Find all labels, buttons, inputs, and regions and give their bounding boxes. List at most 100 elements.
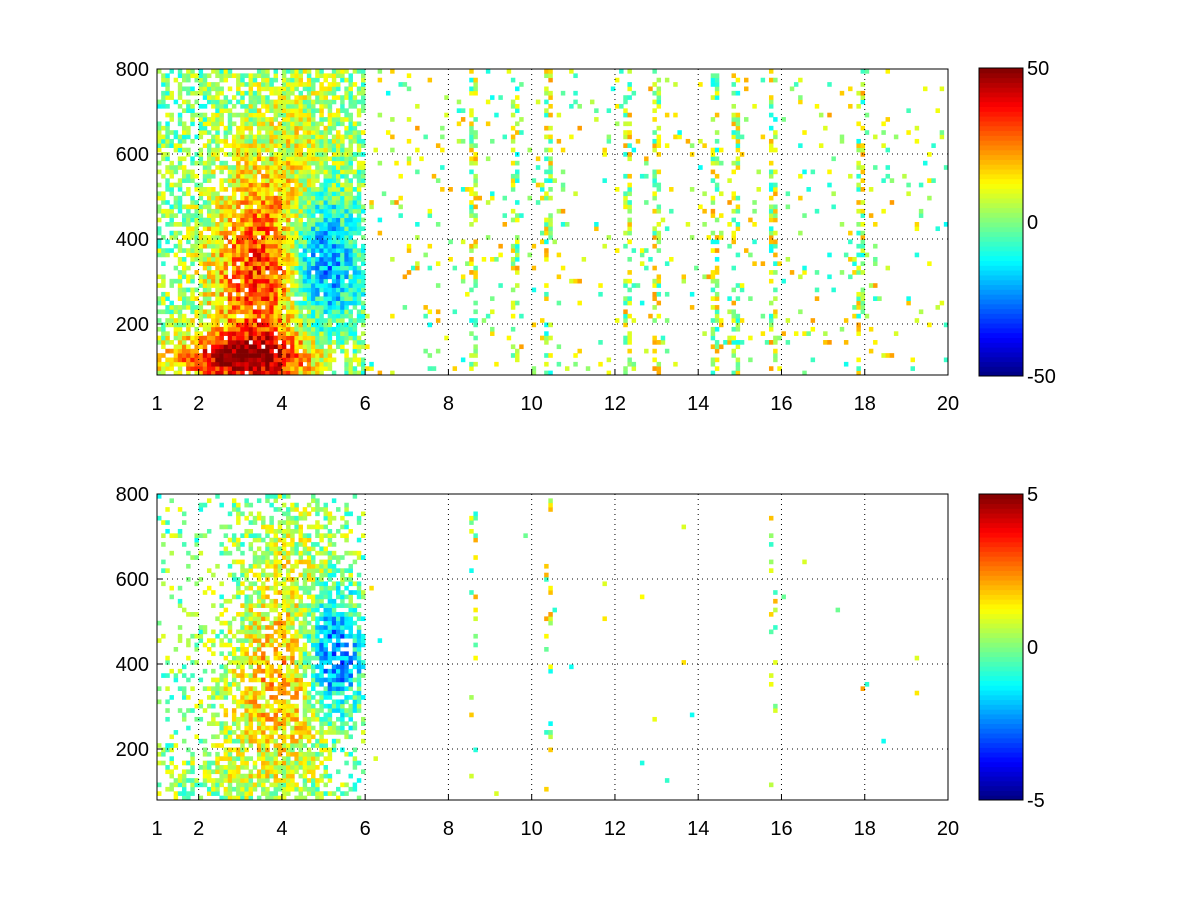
heat-cell <box>173 222 179 227</box>
heat-cell <box>931 178 936 183</box>
heat-cell <box>227 335 233 341</box>
heat-cell <box>731 353 736 358</box>
heat-cell <box>265 296 270 301</box>
heat-cell <box>415 261 420 267</box>
heat-cell <box>652 178 657 183</box>
heat-cell <box>273 130 279 135</box>
heat-cell <box>252 616 258 622</box>
heat-cell <box>277 248 283 253</box>
heat-cell <box>623 173 628 179</box>
heat-cell <box>515 169 520 175</box>
heat-cell <box>273 546 279 552</box>
heat-cell <box>377 370 383 376</box>
heat-cell <box>252 712 258 718</box>
heat-cell <box>161 568 166 573</box>
heat-cell <box>219 348 224 354</box>
heat-cell <box>277 686 283 692</box>
colorbar-step <box>979 222 1023 228</box>
heat-cell <box>631 283 637 288</box>
heat-cell <box>768 77 774 83</box>
heat-cell <box>261 612 266 617</box>
heat-cell <box>623 134 628 140</box>
heat-cell <box>277 357 283 363</box>
heat-cell <box>181 274 187 280</box>
heat-cell <box>356 173 362 179</box>
heat-cell <box>277 655 283 661</box>
heat-cell <box>177 309 183 315</box>
heat-cell <box>186 747 191 753</box>
heat-cell <box>261 791 266 796</box>
heat-cell <box>469 353 474 358</box>
heat-cell <box>165 82 170 87</box>
heat-cell <box>248 322 254 328</box>
heat-cell <box>344 204 349 210</box>
heat-cell <box>315 191 320 197</box>
heat-cell <box>369 366 374 371</box>
heat-cell <box>244 695 249 700</box>
heat-cell <box>219 743 224 748</box>
heat-cell <box>360 173 366 179</box>
heat-cell <box>731 370 736 376</box>
heat-cell <box>194 287 199 293</box>
colorbar-step <box>979 241 1023 247</box>
heat-cell <box>277 629 283 635</box>
heat-cell <box>169 143 174 148</box>
heat-cell <box>323 335 328 341</box>
heat-cell <box>352 103 358 109</box>
heat-cell <box>231 265 237 271</box>
heat-cell <box>356 143 362 148</box>
heat-cell <box>211 357 216 363</box>
heat-cell <box>281 77 287 83</box>
heat-cell <box>319 361 324 367</box>
heat-cell <box>165 169 170 175</box>
heat-cell <box>323 366 328 371</box>
heat-cell <box>215 287 220 293</box>
heat-cell <box>252 612 258 617</box>
heat-cell <box>356 300 362 306</box>
heat-cell <box>294 77 299 83</box>
heat-cell <box>165 743 170 748</box>
heat-cell <box>510 313 516 319</box>
heat-cell <box>639 248 645 253</box>
heat-cell <box>169 138 174 144</box>
heat-cell <box>240 191 245 197</box>
heat-cell <box>261 300 266 306</box>
heat-cell <box>510 125 516 131</box>
heat-cell <box>219 121 224 127</box>
heat-cell <box>336 291 341 297</box>
heat-cell <box>606 370 612 376</box>
heat-cell <box>510 248 516 253</box>
colorbar-step <box>979 274 1023 281</box>
heat-cell <box>198 738 204 744</box>
heat-cell <box>689 187 695 192</box>
heat-cell <box>231 73 237 79</box>
heat-cell <box>236 147 241 153</box>
heat-cell <box>860 248 866 253</box>
heat-cell <box>868 213 874 218</box>
heat-cell <box>856 331 861 336</box>
heat-cell <box>215 108 220 114</box>
heat-cell <box>277 642 283 648</box>
heat-cell <box>714 248 720 253</box>
heat-cell <box>169 69 174 74</box>
heat-cell <box>227 261 233 267</box>
heat-cell <box>356 274 362 280</box>
heat-cell <box>298 222 304 227</box>
heat-cell <box>352 274 358 280</box>
heat-cell <box>223 546 229 552</box>
heat-cell <box>623 322 628 328</box>
heat-cell <box>281 642 287 648</box>
heat-cell <box>269 134 274 140</box>
heat-cell <box>219 138 224 144</box>
heat-cell <box>261 590 266 595</box>
heat-cell <box>777 261 782 267</box>
heat-cell <box>731 287 736 293</box>
heat-cell <box>352 230 358 236</box>
heat-cell <box>319 73 324 79</box>
heat-cell <box>194 533 199 539</box>
heat-cell <box>315 217 320 223</box>
heat-cell <box>656 248 662 253</box>
heat-cell <box>348 322 353 328</box>
heat-cell <box>198 77 204 83</box>
heat-cell <box>306 95 312 100</box>
